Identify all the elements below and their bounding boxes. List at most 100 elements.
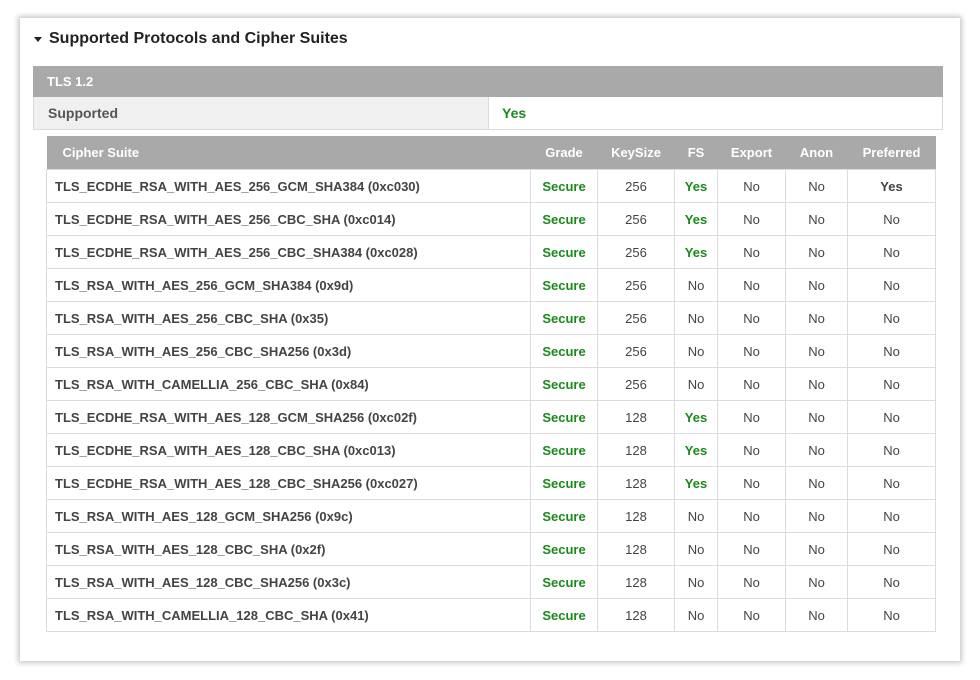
preferred-cell: No xyxy=(847,301,936,335)
cipher-suite-cell: TLS_RSA_WITH_AES_128_GCM_SHA256 (0x9c) xyxy=(46,499,531,533)
fs-cell: Yes xyxy=(674,433,718,467)
anon-cell: No xyxy=(785,235,848,269)
table-row: TLS_RSA_WITH_AES_128_GCM_SHA256 (0x9c) Se… xyxy=(46,499,936,533)
cipher-suite-cell: TLS_ECDHE_RSA_WITH_AES_256_CBC_SHA384 (0… xyxy=(46,235,531,269)
table-row: TLS_ECDHE_RSA_WITH_AES_128_CBC_SHA (0xc0… xyxy=(46,433,936,467)
keysize-cell: 128 xyxy=(597,400,675,434)
grade-cell: Secure xyxy=(530,334,598,368)
fs-cell: Yes xyxy=(674,400,718,434)
fs-cell: No xyxy=(674,268,718,302)
export-cell: No xyxy=(717,334,786,368)
anon-cell: No xyxy=(785,532,848,566)
fs-cell: Yes xyxy=(674,169,718,203)
cipher-suite-cell: TLS_ECDHE_RSA_WITH_AES_128_GCM_SHA256 (0… xyxy=(46,400,531,434)
preferred-cell: No xyxy=(847,367,936,401)
table-row: TLS_RSA_WITH_AES_256_GCM_SHA384 (0x9d) Se… xyxy=(46,268,936,302)
keysize-cell: 256 xyxy=(597,202,675,236)
preferred-cell: Yes xyxy=(847,169,936,203)
anon-cell: No xyxy=(785,565,848,599)
keysize-cell: 128 xyxy=(597,565,675,599)
grade-cell: Secure xyxy=(530,301,598,335)
keysize-cell: 256 xyxy=(597,367,675,401)
keysize-cell: 128 xyxy=(597,598,675,632)
anon-cell: No xyxy=(785,367,848,401)
fs-cell: No xyxy=(674,532,718,566)
export-cell: No xyxy=(717,301,786,335)
export-cell: No xyxy=(717,466,786,500)
table-row: TLS_RSA_WITH_CAMELLIA_128_CBC_SHA (0x41)… xyxy=(46,598,936,632)
column-header-preferred[interactable]: Preferred xyxy=(847,136,936,170)
grade-cell: Secure xyxy=(530,169,598,203)
column-header-grade[interactable]: Grade xyxy=(530,136,598,170)
fs-cell: Yes xyxy=(674,466,718,500)
anon-cell: No xyxy=(785,334,848,368)
column-header-export[interactable]: Export xyxy=(717,136,786,170)
export-cell: No xyxy=(717,268,786,302)
grade-cell: Secure xyxy=(530,367,598,401)
fs-cell: No xyxy=(674,565,718,599)
protocols-card: Supported Protocols and Cipher Suites TL… xyxy=(20,18,960,661)
table-row: TLS_ECDHE_RSA_WITH_AES_128_GCM_SHA256 (0… xyxy=(46,400,936,434)
table-row: TLS_ECDHE_RSA_WITH_AES_128_CBC_SHA256 (0… xyxy=(46,466,936,500)
preferred-cell: No xyxy=(847,433,936,467)
table-row: TLS_ECDHE_RSA_WITH_AES_256_CBC_SHA (0xc0… xyxy=(46,202,936,236)
export-cell: No xyxy=(717,400,786,434)
fs-cell: No xyxy=(674,598,718,632)
preferred-cell: No xyxy=(847,532,936,566)
cipher-table-wrapper: Cipher Suite Grade KeySize FS Export Ano… xyxy=(46,136,936,632)
keysize-cell: 256 xyxy=(597,268,675,302)
export-cell: No xyxy=(717,235,786,269)
fs-cell: Yes xyxy=(674,202,718,236)
grade-cell: Secure xyxy=(530,202,598,236)
keysize-cell: 128 xyxy=(597,433,675,467)
column-header-anon[interactable]: Anon xyxy=(785,136,848,170)
column-header-cipher-suite[interactable]: Cipher Suite xyxy=(46,136,531,170)
caret-down-icon[interactable] xyxy=(34,37,42,42)
grade-cell: Secure xyxy=(530,598,598,632)
grade-cell: Secure xyxy=(530,235,598,269)
section-toggle[interactable]: Supported Protocols and Cipher Suites xyxy=(34,27,348,51)
table-row: TLS_RSA_WITH_AES_128_CBC_SHA (0x2f) Secur… xyxy=(46,532,936,566)
supported-value: Yes xyxy=(489,97,942,129)
export-cell: No xyxy=(717,202,786,236)
fs-cell: Yes xyxy=(674,235,718,269)
keysize-cell: 256 xyxy=(597,334,675,368)
protocol-panel: TLS 1.2 Supported Yes Cipher Suite xyxy=(33,66,943,646)
supported-row: Supported Yes xyxy=(33,97,943,130)
export-cell: No xyxy=(717,169,786,203)
anon-cell: No xyxy=(785,433,848,467)
cipher-suite-cell: TLS_RSA_WITH_AES_256_CBC_SHA256 (0x3d) xyxy=(46,334,531,368)
grade-cell: Secure xyxy=(530,400,598,434)
preferred-cell: No xyxy=(847,202,936,236)
cipher-suite-cell: TLS_RSA_WITH_AES_128_CBC_SHA256 (0x3c) xyxy=(46,565,531,599)
anon-cell: No xyxy=(785,598,848,632)
anon-cell: No xyxy=(785,169,848,203)
fs-cell: No xyxy=(674,499,718,533)
export-cell: No xyxy=(717,367,786,401)
anon-cell: No xyxy=(785,268,848,302)
cipher-suite-cell: TLS_ECDHE_RSA_WITH_AES_128_CBC_SHA (0xc0… xyxy=(46,433,531,467)
fs-cell: No xyxy=(674,301,718,335)
protocol-header: TLS 1.2 xyxy=(33,66,943,97)
anon-cell: No xyxy=(785,466,848,500)
column-header-fs[interactable]: FS xyxy=(674,136,718,170)
keysize-cell: 128 xyxy=(597,532,675,566)
cipher-suite-cell: TLS_ECDHE_RSA_WITH_AES_256_CBC_SHA (0xc0… xyxy=(46,202,531,236)
column-header-keysize[interactable]: KeySize xyxy=(597,136,675,170)
cipher-suite-cell: TLS_ECDHE_RSA_WITH_AES_128_CBC_SHA256 (0… xyxy=(46,466,531,500)
preferred-cell: No xyxy=(847,400,936,434)
supported-label: Supported xyxy=(34,97,489,129)
grade-cell: Secure xyxy=(530,268,598,302)
table-row: TLS_RSA_WITH_AES_256_CBC_SHA (0x35) Secur… xyxy=(46,301,936,335)
keysize-cell: 256 xyxy=(597,235,675,269)
keysize-cell: 128 xyxy=(597,499,675,533)
table-row: TLS_RSA_WITH_AES_128_CBC_SHA256 (0x3c) Se… xyxy=(46,565,936,599)
cipher-table-header: Cipher Suite Grade KeySize FS Export Ano… xyxy=(46,136,936,170)
grade-cell: Secure xyxy=(530,532,598,566)
export-cell: No xyxy=(717,565,786,599)
preferred-cell: No xyxy=(847,466,936,500)
cipher-suite-cell: TLS_RSA_WITH_CAMELLIA_256_CBC_SHA (0x84) xyxy=(46,367,531,401)
cipher-suite-cell: TLS_ECDHE_RSA_WITH_AES_256_GCM_SHA384 (0… xyxy=(46,169,531,203)
preferred-cell: No xyxy=(847,235,936,269)
preferred-cell: No xyxy=(847,565,936,599)
